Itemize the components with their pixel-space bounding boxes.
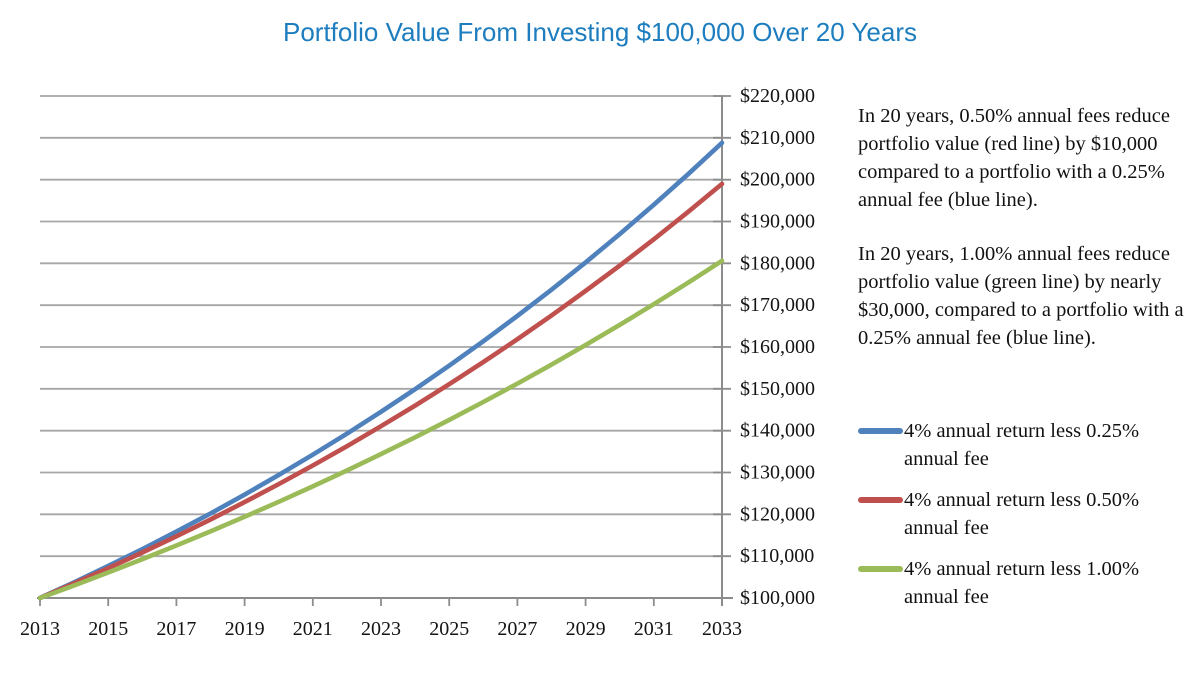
legend-item-0: 4% annual return less 0.25% annual fee xyxy=(858,417,1198,473)
y-tick-label: $110,000 xyxy=(740,545,814,567)
x-tick-label: 2023 xyxy=(361,618,401,640)
series-line-2 xyxy=(37,258,725,601)
legend-line-swatch-icon xyxy=(858,566,903,572)
y-tick-label: $170,000 xyxy=(740,294,815,316)
y-tick-label: $180,000 xyxy=(740,252,815,274)
chart-title: Portfolio Value From Investing $100,000 … xyxy=(282,17,917,47)
series-line-0 xyxy=(37,140,725,601)
x-tick-label: 2025 xyxy=(429,618,469,640)
y-tick-label: $160,000 xyxy=(740,336,815,358)
x-tick-label: 2033 xyxy=(702,618,742,640)
y-tick-label: $120,000 xyxy=(740,503,815,525)
annotation-fee-050: In 20 years, 0.50% annual fees reduce po… xyxy=(858,105,1170,211)
legend-line-swatch-icon xyxy=(858,428,903,434)
x-tick-label: 2031 xyxy=(634,618,674,640)
y-tick-label: $210,000 xyxy=(740,127,815,149)
annotation-fee-100: In 20 years, 1.00% annual fees reduce po… xyxy=(858,243,1184,349)
legend-label: 4% annual return less 1.00% annual fee xyxy=(904,558,1140,608)
y-tick-label: $100,000 xyxy=(740,587,815,609)
y-tick-label: $190,000 xyxy=(740,211,815,233)
x-tick-label: 2017 xyxy=(156,618,196,640)
y-tick-label: $220,000 xyxy=(740,85,815,107)
y-tick-label: $130,000 xyxy=(740,462,815,484)
side-panel: In 20 years, 0.50% annual fees reduce po… xyxy=(858,102,1198,378)
line-chart: $100,000 $110,000 $120,000 $130,000 $140,000… xyxy=(20,85,815,640)
legend-item-2: 4% annual return less 1.00% annual fee xyxy=(858,555,1198,611)
x-tick-label: 2027 xyxy=(497,618,537,640)
x-tick-label: 2019 xyxy=(225,618,265,640)
x-tick-label: 2021 xyxy=(293,618,333,640)
legend-item-1: 4% annual return less 0.50% annual fee xyxy=(858,486,1198,542)
chart-legend: 4% annual return less 0.25% annual fee 4%… xyxy=(858,417,1198,624)
series-line-1 xyxy=(37,181,725,601)
legend-label: 4% annual return less 0.50% annual fee xyxy=(904,489,1140,539)
y-tick-label: $150,000 xyxy=(740,378,815,400)
y-tick-label: $200,000 xyxy=(740,169,815,191)
y-tick-label: $140,000 xyxy=(740,420,815,442)
x-tick-label: 2013 xyxy=(20,618,60,640)
legend-label: 4% annual return less 0.25% annual fee xyxy=(904,420,1140,470)
x-tick-label: 2029 xyxy=(566,618,606,640)
legend-line-swatch-icon xyxy=(858,497,903,503)
x-tick-label: 2015 xyxy=(88,618,128,640)
